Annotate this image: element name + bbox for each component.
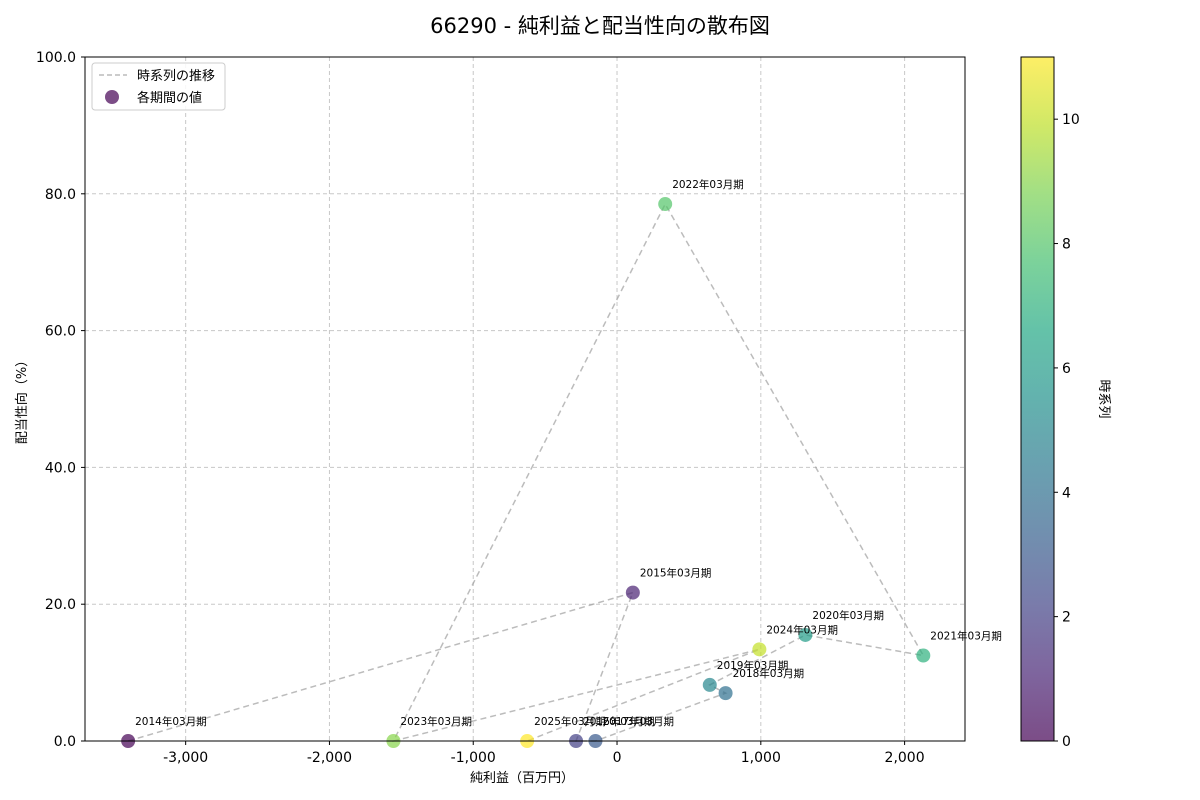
colorbar-frame xyxy=(1020,56,1055,742)
point-label: 2014年03月期 xyxy=(135,715,207,728)
point-label: 2021年03月期 xyxy=(930,630,1002,643)
point-label: 2015年03月期 xyxy=(640,567,712,580)
x-tick-label: 2,000 xyxy=(885,750,925,766)
y-axis: 0.0 20.0 40.0 60.0 80.0 100.0 xyxy=(36,50,85,750)
data-point xyxy=(752,642,767,657)
point-label: 2023年03月期 xyxy=(400,715,472,728)
data-point xyxy=(798,627,813,642)
colorbar-tick-label: 8 xyxy=(1062,237,1071,253)
colorbar: 0 2 4 6 8 10 時系列 xyxy=(1020,56,1111,750)
legend-circle-icon xyxy=(105,90,119,104)
data-point xyxy=(702,677,717,692)
point-label: 2019年03月期 xyxy=(717,659,789,672)
y-axis-label: 配当性向（%） xyxy=(14,354,30,444)
data-point xyxy=(718,686,733,701)
x-tick-label: -2,000 xyxy=(307,750,352,766)
chart-title: 66290 - 純利益と配当性向の散布図 xyxy=(430,14,770,38)
y-tick-label: 100.0 xyxy=(36,50,76,66)
x-tick-label: -3,000 xyxy=(163,750,208,766)
colorbar-label: 時系列 xyxy=(1096,379,1111,418)
legend-label-trend: 時系列の推移 xyxy=(137,69,215,84)
y-tick-label: 20.0 xyxy=(45,597,76,613)
legend: 時系列の推移 各期間の値 xyxy=(91,62,226,111)
data-point xyxy=(658,197,673,212)
colorbar-tick-label: 4 xyxy=(1062,485,1071,501)
data-points xyxy=(121,197,931,748)
grid-lines xyxy=(85,57,965,741)
point-label: 2022年03月期 xyxy=(672,178,744,191)
x-tick-label: 0 xyxy=(613,750,622,766)
data-point xyxy=(625,585,640,600)
trend-polyline xyxy=(127,202,925,743)
colorbar-tick-label: 2 xyxy=(1062,610,1071,626)
y-tick-label: 60.0 xyxy=(45,324,76,340)
point-label: 2024年03月期 xyxy=(766,623,838,636)
point-label: 2025年03月期 xyxy=(534,715,606,728)
y-tick-label: 40.0 xyxy=(45,460,76,476)
colorbar-tick-label: 0 xyxy=(1062,734,1071,750)
colorbar-gradient xyxy=(1021,57,1054,741)
point-label: 2016年03月期 xyxy=(583,715,655,728)
y-tick-label: 80.0 xyxy=(45,187,76,203)
trend-line xyxy=(127,202,925,743)
plot-frame xyxy=(84,56,966,742)
x-tick-label: 1,000 xyxy=(741,750,781,766)
colorbar-tick-label: 10 xyxy=(1062,112,1080,128)
point-label: 2020年03月期 xyxy=(812,609,884,622)
x-tick-label: -1,000 xyxy=(451,750,496,766)
point-label: 2018年03月期 xyxy=(733,667,805,680)
colorbar-tick-label: 6 xyxy=(1062,361,1071,377)
x-axis: -3,000 -2,000 -1,000 0 1,000 2,000 xyxy=(163,741,925,766)
x-axis-label: 純利益（百万円） xyxy=(470,771,574,786)
y-tick-label: 0.0 xyxy=(54,734,76,750)
point-label: 2017年03月期 xyxy=(602,715,674,728)
legend-label-points: 各期間の値 xyxy=(137,90,202,106)
colorbar-ticks: 0 2 4 6 8 10 xyxy=(1054,112,1080,750)
data-point xyxy=(916,648,931,663)
